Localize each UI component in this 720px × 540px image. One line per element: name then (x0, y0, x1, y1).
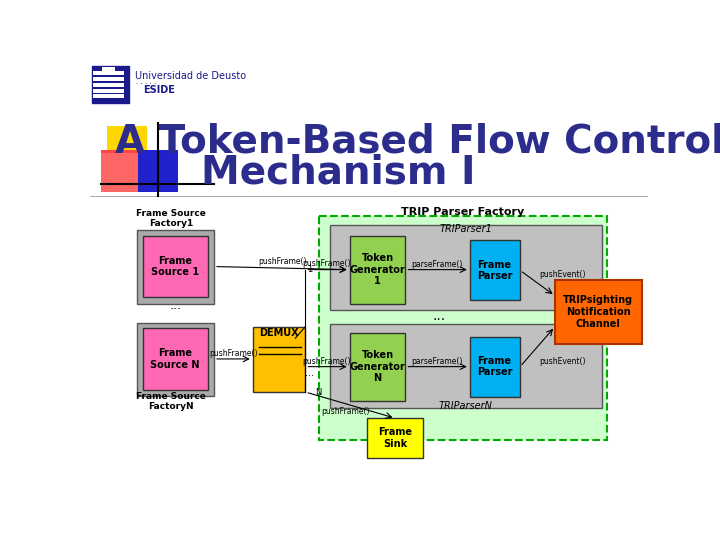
Bar (93, 71, 124, 75)
Text: pushFrame(): pushFrame() (258, 256, 307, 266)
Text: Frame
Source 1: Frame Source 1 (151, 256, 199, 278)
Bar (101, 150, 141, 192)
Text: pushEvent(): pushEvent() (539, 357, 586, 366)
Bar (143, 236, 208, 298)
Text: pushFrame(): pushFrame() (302, 357, 351, 366)
Text: Frame
Sink: Frame Sink (378, 428, 413, 449)
Text: 1: 1 (307, 265, 312, 274)
Bar (350, 236, 405, 303)
Bar (138, 150, 179, 192)
Text: ...: ... (432, 309, 445, 323)
Bar (330, 225, 601, 309)
Text: pushEvent(): pushEvent() (539, 270, 586, 279)
Text: Frame
Parser: Frame Parser (477, 260, 513, 281)
Text: pushFrame(): pushFrame() (302, 259, 351, 268)
Text: TRIParserN: TRIParserN (439, 401, 492, 411)
Text: pushFrame(): pushFrame() (322, 407, 370, 416)
Text: Frame
Parser: Frame Parser (477, 356, 513, 377)
Text: parseFrame(): parseFrame() (412, 357, 463, 366)
Text: ...: ... (305, 368, 314, 378)
Text: Token
Generator
1: Token Generator 1 (350, 253, 405, 286)
Text: TRIParser1: TRIParser1 (439, 224, 492, 234)
Bar (93, 90, 124, 93)
Bar (93, 94, 124, 98)
Bar (253, 327, 305, 392)
Text: Token
Generator
N: Token Generator N (350, 350, 405, 383)
Bar (138, 150, 179, 192)
Bar (137, 231, 214, 303)
Bar (91, 66, 129, 103)
Text: DEMUX: DEMUX (259, 328, 299, 338)
Bar (555, 280, 642, 343)
Text: ...: ... (169, 299, 181, 312)
Text: TRIP Parser Factory: TRIP Parser Factory (401, 207, 524, 217)
Bar (319, 217, 607, 440)
Text: Frame Source
Factory1: Frame Source Factory1 (136, 209, 207, 228)
Text: A Token-Based Flow Control: A Token-Based Flow Control (114, 123, 720, 161)
Text: Mechanism I: Mechanism I (201, 153, 475, 192)
Bar (367, 418, 423, 458)
Bar (107, 126, 148, 166)
Bar (350, 333, 405, 401)
Bar (330, 323, 601, 408)
Bar (101, 153, 141, 192)
Bar (137, 323, 214, 396)
Bar (93, 83, 124, 87)
Bar (469, 336, 520, 397)
Bar (143, 328, 208, 390)
Text: parseFrame(): parseFrame() (412, 260, 463, 269)
Text: N: N (315, 388, 322, 397)
Text: Frame
Source N: Frame Source N (150, 348, 200, 370)
Text: Universidad de Deusto: Universidad de Deusto (135, 71, 246, 81)
Text: . . . . .: . . . . . (137, 79, 157, 85)
Text: Frame Source
FactoryN: Frame Source FactoryN (136, 392, 207, 411)
Bar (93, 77, 124, 81)
Text: ESIDE: ESIDE (143, 85, 174, 95)
Text: TRIPsighting
Notification
Channel: TRIPsighting Notification Channel (563, 295, 634, 328)
Text: pushFrame(): pushFrame() (209, 349, 258, 358)
Bar (469, 240, 520, 300)
Bar (102, 67, 114, 72)
